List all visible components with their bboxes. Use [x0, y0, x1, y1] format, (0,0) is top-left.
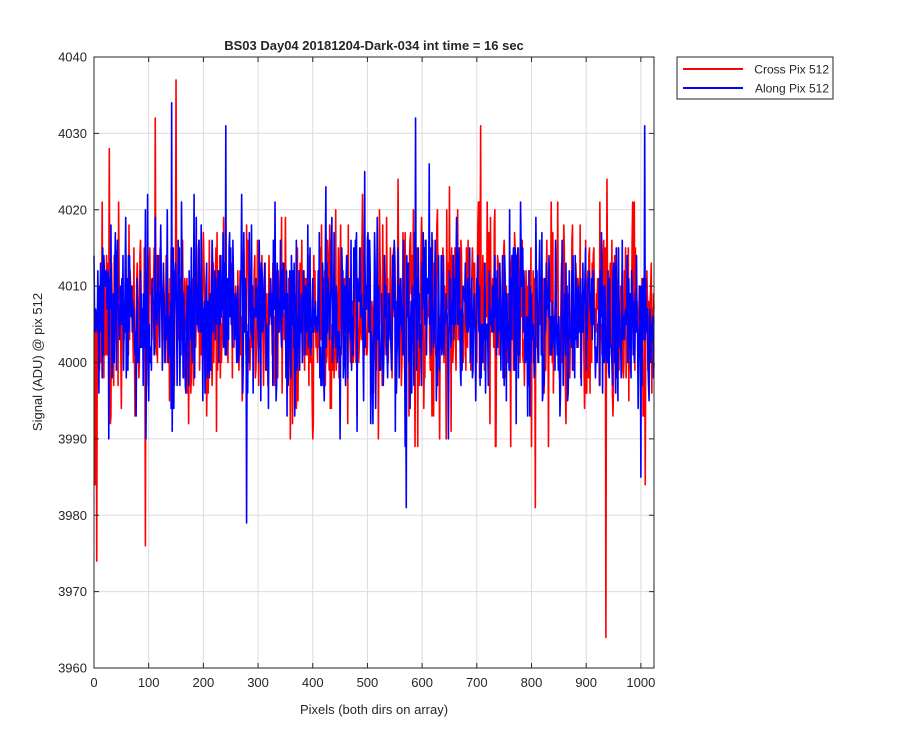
legend: Cross Pix 512 Along Pix 512 — [676, 56, 834, 100]
y-tick-label: 4020 — [58, 202, 87, 217]
x-tick-label: 500 — [357, 675, 379, 690]
y-tick-label: 3970 — [58, 584, 87, 599]
x-tick-label: 100 — [138, 675, 160, 690]
x-tick-label: 300 — [247, 675, 269, 690]
x-tick-label: 600 — [411, 675, 433, 690]
x-tick-label: 700 — [466, 675, 488, 690]
y-tick-label: 4010 — [58, 279, 87, 294]
legend-label-along: Along Pix 512 — [755, 82, 829, 96]
y-axis-label: Signal (ADU) @ pix 512 — [30, 293, 45, 431]
chart-title: BS03 Day04 20181204-Dark-034 int time = … — [224, 38, 524, 53]
y-tick-label: 3960 — [58, 661, 87, 676]
y-tick-label: 4030 — [58, 126, 87, 141]
y-tick-label: 3990 — [58, 431, 87, 446]
legend-label-cross: Cross Pix 512 — [754, 63, 829, 77]
y-tick-label: 3980 — [58, 508, 87, 523]
x-tick-label: 1000 — [626, 675, 655, 690]
series-lines — [93, 79, 655, 639]
x-tick-label: 400 — [302, 675, 324, 690]
x-tick-label: 0 — [90, 675, 97, 690]
y-tick-label: 4000 — [58, 355, 87, 370]
y-axis-ticks: 3960 3970 3980 3990 4000 4010 4020 4030 4040 — [58, 50, 654, 676]
x-tick-label: 900 — [575, 675, 597, 690]
x-tick-label: 200 — [193, 675, 215, 690]
series-line-along — [93, 102, 655, 524]
y-tick-label: 4040 — [58, 50, 87, 65]
x-axis-ticks: 0 100 200 300 400 500 600 700 800 900 1000 — [90, 57, 655, 690]
legend-box — [676, 56, 834, 100]
x-tick-label: 800 — [521, 675, 543, 690]
x-axis-label: Pixels (both dirs on array) — [300, 702, 448, 717]
